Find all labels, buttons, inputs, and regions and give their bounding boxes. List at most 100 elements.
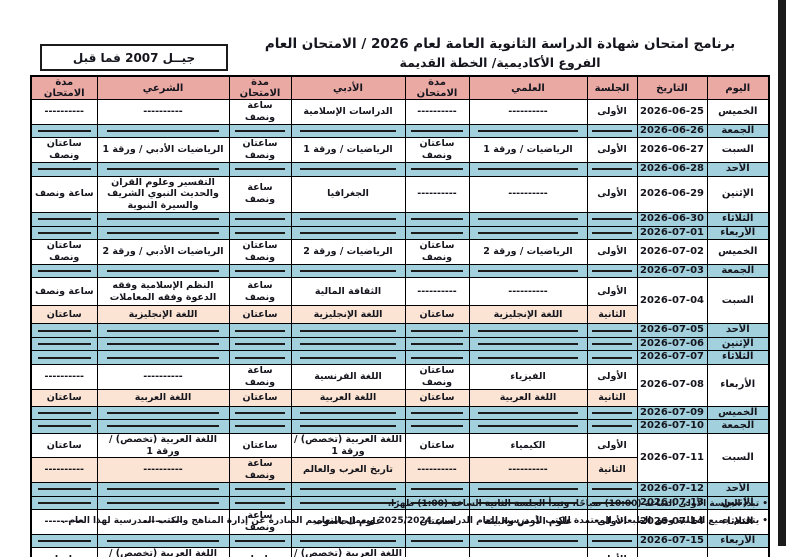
dash-line [107,343,219,346]
session-cell: الثانية [586,457,638,484]
dash-line [300,329,396,332]
dash-line [592,343,632,346]
dash-line [37,329,91,332]
header-row: اليوم التاريخ الجلسة العلمي مدة الامتحان… [30,75,770,100]
day-cell: السبت [706,432,770,484]
day-cell: الخميس [706,547,770,557]
scientific-subject-cell [468,212,588,227]
session-cell: الأولى [586,99,638,125]
dash-line [37,540,91,543]
exam-row: السبت 2026-07-04 الأولى ---------- ---------… [30,277,770,325]
dash-line [478,425,578,428]
literary-subject-cell [290,123,406,139]
sharia-subject-cell [96,263,230,279]
sharia-subject-cell: النظم الإسلامية وفقه الدعوة وفقه المعامل… [96,277,230,307]
sharia-duration-cell: ساعتان ونصف [30,239,98,265]
sharia-duration-cell [30,123,98,139]
sharia-duration-cell [30,336,98,352]
sharia-duration-cell [30,263,98,279]
dash-line [37,168,91,171]
no-exam-row: الجمعة 2026-07-10 [30,419,770,434]
date-cell: 2026-07-04 [636,277,708,325]
session-cell [586,405,638,421]
day-cell: الثلاثاء [706,350,770,365]
literary-duration-cell [228,212,292,227]
scientific-duration-cell: ---------- [404,547,470,557]
sharia-duration-cell [30,212,98,227]
day-cell: الخميس [706,405,770,421]
literary-duration-cell: ساعة ونصف [228,457,292,484]
exam-row: الثانية اللغة العربية ساعتان اللغة العربية س… [30,388,769,407]
literary-duration-cell: ساعة ونصف [228,277,292,307]
date-cell: 2026-06-25 [636,99,708,125]
literary-duration-cell: ساعتان [228,305,292,325]
dash-line [37,218,91,221]
dash-line [478,231,578,234]
session-cell: الثانية [586,305,638,325]
day-cell: الأربعاء [706,533,770,549]
day-cell: الخميس [706,239,770,265]
dash-line [300,343,396,346]
header-date: التاريخ [636,75,708,100]
scientific-duration-cell: ساعتان [404,388,470,407]
scientific-subject-cell [468,225,588,241]
dash-line [300,411,396,414]
dash-line [592,488,632,491]
dash-line [592,356,632,359]
dash-line [592,501,632,504]
dash-line [234,329,286,332]
dash-line [478,411,578,414]
literary-duration-cell: ساعة ونصف [228,99,292,125]
scientific-subject-cell [468,495,588,511]
header-day: اليوم [706,75,770,100]
dash-line [234,425,286,428]
dash-line [592,329,632,332]
dash-line [37,411,91,414]
no-exam-row: الثلاثاء 2026-07-07 [30,350,770,365]
date-cell: 2026-06-26 [636,123,708,139]
scientific-duration-cell: ساعتان ونصف [404,239,470,265]
session-cell [586,263,638,279]
scientific-duration-cell: ساعتان [404,509,470,535]
scientific-duration-cell [404,123,470,139]
dash-line [478,343,578,346]
literary-subject-cell [290,225,406,241]
day-cell: الأحد [706,323,770,338]
dash-line [234,356,286,359]
session-cell: الأولى [586,509,638,535]
session-cell [586,482,638,497]
dash-line [592,168,632,171]
date-cell: 2026-06-30 [636,212,708,227]
literary-duration-cell [228,482,292,497]
dash-line [37,231,91,234]
day-cell: الأحد [706,482,770,497]
dash-line [592,411,632,414]
sharia-subject-cell [96,162,230,177]
dash-line [37,425,91,428]
dash-line [411,425,463,428]
literary-duration-cell [228,533,292,549]
scientific-duration-cell: ساعتان [404,432,470,459]
dash-line [234,218,286,221]
date-cell: 2026-07-16 [636,547,708,557]
literary-duration-cell [228,405,292,421]
day-cell: الثلاثاء [706,509,770,535]
literary-subject-cell: الجغرافيا [290,175,406,214]
sharia-subject-cell: الرياضيات الأدبي / ورقة 2 [96,239,230,265]
day-cell: الجمعة [706,123,770,139]
scientific-subject-cell: الرياضيات / ورقة 1 [468,137,588,163]
dash-line [478,270,578,273]
session-cell [586,419,638,434]
literary-duration-cell: ساعتان [228,547,292,557]
dash-line [300,488,396,491]
sharia-duration-cell: ---------- [30,99,98,125]
scientific-duration-cell [404,350,470,365]
session-cell: الثانية [586,388,638,407]
sharia-subject-cell: اللغة العربية [96,388,230,407]
scientific-subject-cell: ---------- [468,175,588,214]
page-title: برنامج امتحان شهادة الدراسة الثانوية الع… [264,36,736,52]
scientific-duration-cell [404,405,470,421]
date-cell: 2026-07-05 [636,323,708,338]
sharia-subject-cell [96,323,230,338]
